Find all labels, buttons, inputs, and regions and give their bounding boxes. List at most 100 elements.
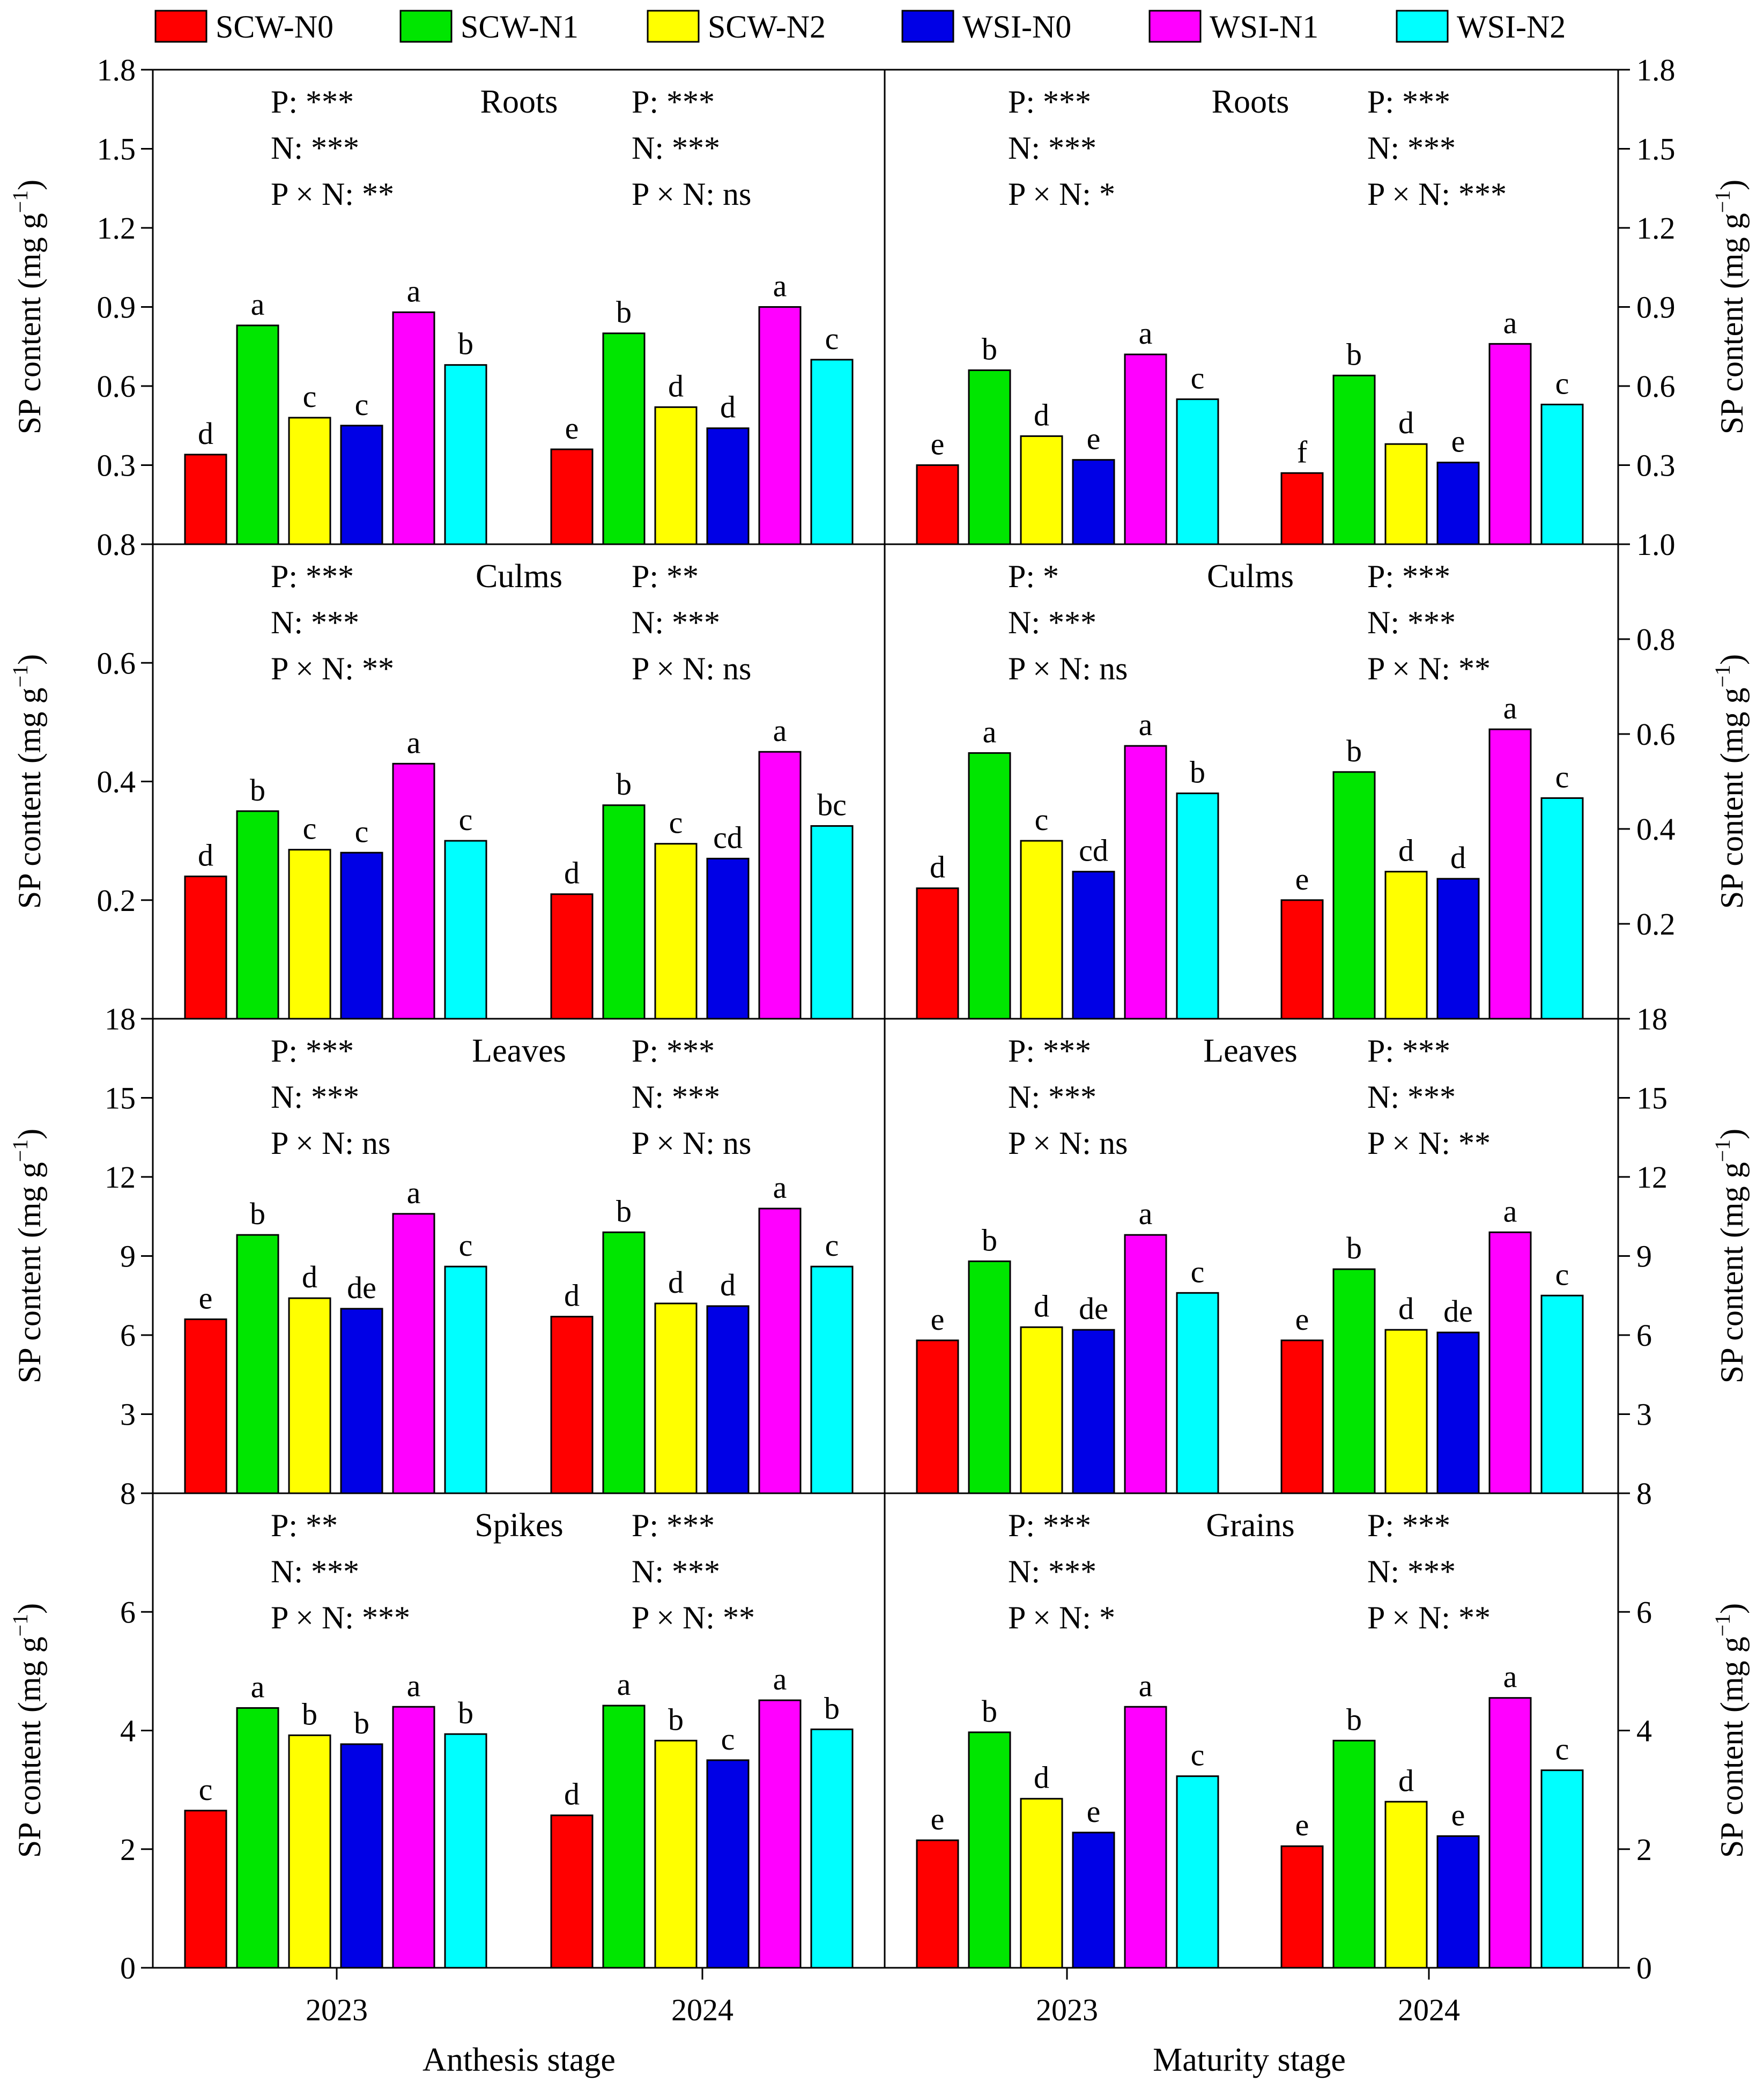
bar-scw-n1-2023 (968, 1260, 1011, 1494)
significance-letter: e (199, 1281, 213, 1316)
legend-label: WSI-N1 (1210, 9, 1318, 45)
y-tick-label: 0.4 (1636, 812, 1676, 847)
significance-letter: a (1139, 1668, 1153, 1703)
significance-letter: c (303, 379, 317, 414)
significance-letter: a (1503, 1659, 1517, 1694)
significance-letter: e (931, 1302, 945, 1337)
significance-letter: e (1295, 1302, 1309, 1337)
bar-wsi-n2-2024 (810, 359, 854, 545)
bar-wsi-n0-2024 (706, 427, 750, 545)
bar-wsi-n2-2023 (444, 1265, 487, 1494)
panel-title: Spikes (475, 1507, 563, 1544)
significance-letter: a (773, 1662, 787, 1696)
stat-annotation: N: *** (1367, 130, 1456, 166)
bar-scw-n2-2024 (654, 1739, 698, 1969)
stat-annotation: P × N: ** (271, 176, 394, 212)
stage-label-anthesis: Anthesis stage (423, 2042, 616, 2078)
significance-letter: d (668, 1265, 684, 1300)
stage-label-maturity: Maturity stage (1153, 2042, 1346, 2078)
y-tick-label: 1.2 (97, 211, 136, 246)
bar-wsi-n0-2023 (340, 1743, 383, 1969)
year-label-2023-anthesis: 2023 (306, 1992, 368, 2027)
panel-grains-maturity-stage: Grains P: *** N: *** P × N: * P: *** N: *** P … (916, 1507, 1584, 1969)
significance-letter: c (1555, 366, 1569, 401)
bar-wsi-n2-2023 (444, 364, 487, 545)
bar-scw-n1-2023 (236, 1234, 279, 1494)
bar-wsi-n1-2024 (758, 751, 802, 1020)
bar-wsi-n1-2024 (1488, 343, 1532, 545)
bar-scw-n0-2023 (916, 1339, 959, 1494)
bar-wsi-n2-2024 (1540, 403, 1584, 545)
significance-letter: c (1035, 802, 1049, 837)
bar-wsi-n2-2024 (810, 825, 854, 1020)
significance-letter: a (1139, 316, 1153, 351)
significance-letter: c (1191, 1254, 1205, 1289)
y-axis-title: SP content (mg g−1) (1710, 1603, 1750, 1858)
y-tick-label: 8 (1636, 1476, 1652, 1511)
significance-letter: c (1555, 1257, 1569, 1292)
stat-annotation: P × N: ** (632, 1600, 755, 1635)
significance-letter: b (1346, 1702, 1362, 1737)
panel-culms-anthesis-stage: Culms P: *** N: *** P × N: ** P: ** N: *** P ×… (184, 558, 854, 1020)
stat-annotation: N: *** (632, 130, 720, 166)
bar-scw-n2-2024 (1384, 1800, 1428, 1969)
legend: SCW-N0 SCW-N1 SCW-N2 WSI-N0 WSI-N1 WSI-N2 (154, 9, 1566, 45)
axes: 0.3 0.6 0.9 1.2 1.5 1.8 0.3 0.6 0.9 1.2 1.5 1.8 0.2 0… (8, 53, 1750, 1985)
y-tick-label: 3 (120, 1397, 136, 1432)
legend-label: SCW-N1 (461, 9, 579, 45)
significance-letter: c (669, 805, 683, 840)
panel-roots-anthesis-stage: Roots P: *** N: *** P × N: ** P: *** N: *** P … (184, 84, 854, 545)
bar-scw-n2-2023 (1020, 1326, 1063, 1494)
y-tick-label: 18 (105, 1002, 136, 1036)
stat-annotation: P × N: * (1008, 1600, 1115, 1635)
significance-letter: d (930, 850, 945, 885)
bar-wsi-n0-2024 (1436, 878, 1480, 1020)
bar-scw-n0-2023 (184, 1810, 227, 1969)
bar-scw-n1-2024 (602, 332, 646, 545)
bar-wsi-n0-2024 (1436, 1835, 1480, 1969)
significance-letter: b (354, 1706, 369, 1740)
significance-letter: f (1297, 434, 1308, 469)
y-tick-label: 1.5 (97, 132, 136, 167)
significance-letter: d (564, 1777, 580, 1812)
bar-scw-n0-2024 (550, 1814, 594, 1969)
bar-scw-n1-2024 (1332, 771, 1376, 1020)
significance-letter: b (616, 767, 632, 802)
y-tick-label: 6 (120, 1595, 136, 1629)
bar-scw-n2-2023 (288, 417, 331, 545)
stat-annotation: P × N: *** (1367, 176, 1507, 212)
legend-item-wsi-n2: WSI-N2 (1396, 9, 1566, 45)
significance-letter: d (1398, 405, 1414, 440)
significance-letter: d (1034, 1288, 1049, 1323)
stat-annotation: P × N: ns (632, 1125, 751, 1161)
legend-item-wsi-n0: WSI-N0 (901, 9, 1071, 45)
bar-scw-n1-2023 (236, 1707, 279, 1969)
significance-letter: e (1295, 1807, 1309, 1842)
y-axis-title: SP content (mg g−1) (1710, 180, 1750, 434)
bar-scw-n0-2023 (184, 454, 227, 545)
significance-letter: d (302, 1259, 317, 1294)
legend-item-scw-n0: SCW-N0 (154, 9, 333, 45)
bar-wsi-n1-2023 (1124, 1234, 1167, 1494)
bar-wsi-n0-2024 (706, 1305, 750, 1494)
bar-scw-n2-2024 (1384, 443, 1428, 545)
significance-letter: a (617, 1667, 631, 1702)
significance-letter: b (982, 332, 997, 367)
bar-wsi-n2-2024 (1540, 1769, 1584, 1969)
y-tick-label: 0.8 (97, 527, 136, 562)
y-tick-label: 1.0 (1636, 527, 1676, 562)
significance-letter: a (407, 273, 421, 308)
bar-wsi-n0-2023 (1072, 871, 1115, 1020)
stat-annotation: N: *** (271, 605, 359, 640)
bar-scw-n0-2024 (1280, 1845, 1324, 1969)
significance-letter: de (1443, 1294, 1473, 1329)
bar-wsi-n0-2024 (1436, 1331, 1480, 1494)
y-tick-label: 1.2 (1636, 211, 1676, 246)
stat-annotation: P: ** (271, 1508, 338, 1543)
significance-letter: a (1139, 707, 1153, 742)
significance-letter: d (198, 838, 213, 873)
stat-annotation: P: *** (632, 1508, 715, 1543)
stat-annotation: P: *** (1008, 1508, 1091, 1543)
bar-wsi-n0-2023 (340, 851, 383, 1020)
significance-letter: c (459, 802, 473, 837)
